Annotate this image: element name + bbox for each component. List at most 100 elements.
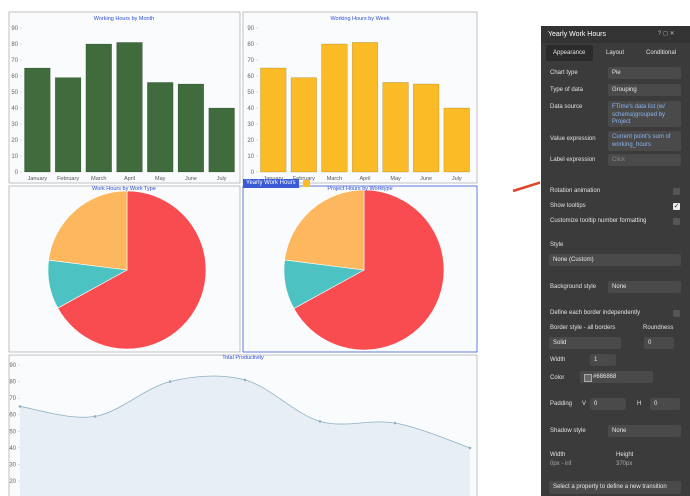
placeholder: Click (612, 157, 625, 163)
bar (443, 107, 470, 173)
field-label: H (637, 401, 642, 407)
panel-icons[interactable]: ? ◻ ✕ (658, 31, 675, 37)
pie-slice (293, 189, 445, 351)
bar (290, 77, 317, 173)
field-value: 370px (616, 461, 633, 467)
field-value: 0px - inf (550, 461, 572, 467)
tag-icon[interactable] (303, 180, 310, 187)
field-label: Value expression (550, 136, 596, 142)
dropdown-value: None (Custom) (553, 257, 594, 263)
tab[interactable]: Conditional (646, 50, 677, 56)
y-tick-label: 40 (11, 106, 18, 112)
x-tick-label: March (327, 176, 342, 182)
x-tick-label: June (420, 176, 432, 182)
tag-text: Yearly Work Hours (246, 180, 296, 186)
field-label: Color (550, 375, 565, 381)
dropdown[interactable]: None (Custom) (549, 254, 681, 266)
x-tick-label: May (155, 176, 166, 182)
y-tick-label: 30 (247, 122, 254, 128)
checkbox[interactable] (673, 218, 680, 225)
x-tick-label: April (124, 176, 135, 182)
y-tick-label: 10 (247, 154, 254, 160)
input[interactable]: 0 (590, 398, 626, 410)
field-label: Chart type (550, 70, 578, 76)
field-label: Data source (550, 104, 583, 110)
bar (54, 77, 82, 173)
checkbox[interactable] (673, 310, 680, 317)
input[interactable]: 1 (590, 354, 616, 366)
expression[interactable]: FTime's data list (w/ schema)grouped by … (608, 101, 681, 127)
bar (85, 43, 112, 173)
color-input[interactable]: #686868 (580, 371, 653, 383)
point (18, 405, 22, 408)
tab[interactable]: Layout (606, 50, 625, 56)
point (243, 378, 247, 382)
bar (147, 82, 174, 173)
tab-active[interactable] (546, 45, 593, 61)
chart-title: Total Productivity (222, 355, 264, 361)
y-tick-label: 70 (9, 396, 16, 402)
checkbox-checked[interactable]: ✓ (673, 203, 680, 210)
dropdown-value: Solid (553, 340, 567, 346)
x-tick-label: March (91, 176, 106, 182)
checkbox[interactable] (673, 188, 680, 195)
dropdown-value: Grouping (612, 87, 637, 93)
dropdown[interactable]: Grouping (608, 84, 681, 96)
field-label: Label expression (550, 157, 596, 163)
y-tick-label: 90 (247, 26, 254, 32)
point (393, 421, 397, 425)
y-tick-label: 50 (247, 90, 254, 96)
point (93, 415, 97, 418)
input-value: 0 (654, 401, 658, 407)
input-value: #686868 (593, 374, 617, 380)
pie-slice (284, 189, 365, 271)
y-tick-label: 30 (9, 462, 16, 468)
checkbox-label: Customize tooltip number formatting (550, 218, 647, 224)
panel-header (541, 26, 690, 43)
chart-title: Work Hours by Work Type (92, 186, 156, 192)
input[interactable]: 0 (644, 337, 674, 349)
dropdown-value: Select a property to define a new transi… (553, 484, 667, 490)
x-tick-label: February (293, 176, 315, 182)
dropdown[interactable]: Select a property to define a new transi… (549, 481, 681, 494)
x-tick-label: July (452, 176, 462, 182)
y-tick-label: 80 (9, 380, 16, 386)
area-fill (20, 375, 470, 496)
bar (116, 42, 143, 173)
y-tick-label: 40 (247, 106, 254, 112)
input[interactable]: 0 (650, 398, 680, 410)
x-tick-label: April (359, 176, 370, 182)
bar (177, 83, 205, 173)
dropdown[interactable]: Solid (549, 337, 621, 349)
point (318, 420, 322, 423)
pie-slice (48, 190, 128, 271)
dropdown[interactable]: None (608, 425, 681, 437)
field-label: Width (550, 357, 566, 363)
element-tag[interactable]: Yearly Work Hours (243, 179, 299, 188)
dropdown[interactable]: None (608, 281, 681, 293)
color-swatch[interactable] (584, 374, 592, 382)
y-tick-label: 20 (247, 138, 254, 144)
tab[interactable]: Appearance (553, 50, 586, 56)
annotation-arrow (512, 181, 540, 193)
y-tick-label: 50 (9, 429, 16, 435)
dropdown[interactable]: Pie (608, 67, 681, 79)
y-tick-label: 70 (247, 58, 254, 64)
checkbox-label: Define each border independently (550, 310, 641, 316)
input-value: 1 (594, 357, 598, 363)
y-tick-label: 70 (11, 58, 18, 64)
chart-title: Working Hours by Month (94, 16, 154, 22)
bar (260, 67, 287, 173)
expression[interactable]: Click (608, 154, 681, 166)
bar (321, 43, 348, 173)
y-tick-label: 90 (9, 363, 16, 369)
bar (351, 42, 379, 173)
y-tick-label: 20 (11, 138, 18, 144)
x-tick-label: July (217, 176, 227, 182)
x-tick-label: June (185, 176, 197, 182)
y-tick-label: 0 (15, 170, 19, 176)
bar (382, 82, 409, 173)
expression[interactable]: Current point's sum of working_hours (608, 131, 681, 151)
checkbox-label: Show tooltips (550, 203, 586, 209)
